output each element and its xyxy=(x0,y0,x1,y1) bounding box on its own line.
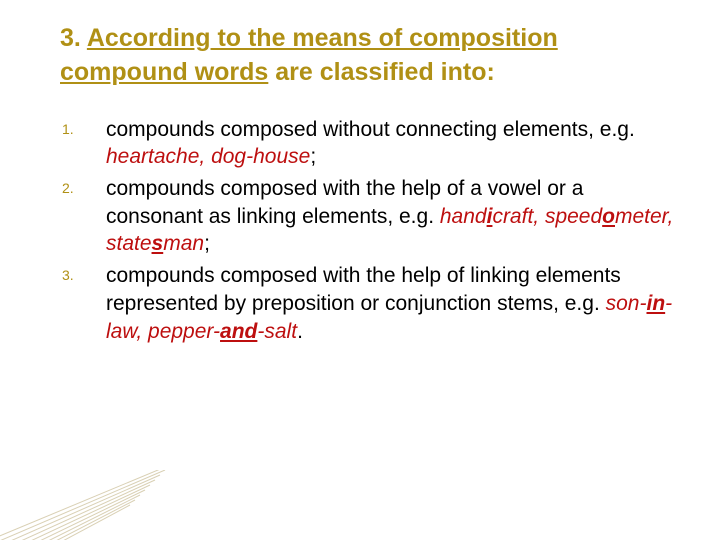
slide-content: 3. According to the means of composition… xyxy=(0,0,720,345)
example-segment: man xyxy=(163,232,204,255)
list-item: compounds composed with the help of link… xyxy=(100,262,680,345)
slide-title: 3. According to the means of composition… xyxy=(60,22,680,90)
example-segment: son- xyxy=(606,292,647,315)
list-item: compounds composed with the help of a vo… xyxy=(100,175,680,258)
title-suffix: are classified into: xyxy=(268,58,494,86)
item-text: compounds composed without connecting el… xyxy=(106,118,635,141)
item-terminator: . xyxy=(297,320,303,343)
emphasis-segment: o xyxy=(602,205,615,228)
title-prefix: 3. xyxy=(60,24,87,52)
example-segment: -salt xyxy=(257,320,297,343)
emphasis-segment: and xyxy=(220,320,257,343)
example-segment: craft, speed xyxy=(492,205,602,228)
item-terminator: ; xyxy=(310,145,316,168)
corner-decoration xyxy=(0,470,180,540)
emphasis-segment: in xyxy=(646,292,665,315)
classification-list: compounds composed without connecting el… xyxy=(60,116,680,346)
example-segment: heartache, dog-house xyxy=(106,145,310,168)
emphasis-segment: s xyxy=(152,232,164,255)
example-segment: hand xyxy=(440,205,487,228)
item-text: compounds composed with the help of link… xyxy=(106,264,621,315)
item-example: heartache, dog-house xyxy=(106,145,310,168)
item-terminator: ; xyxy=(204,232,210,255)
list-item: compounds composed without connecting el… xyxy=(100,116,680,171)
